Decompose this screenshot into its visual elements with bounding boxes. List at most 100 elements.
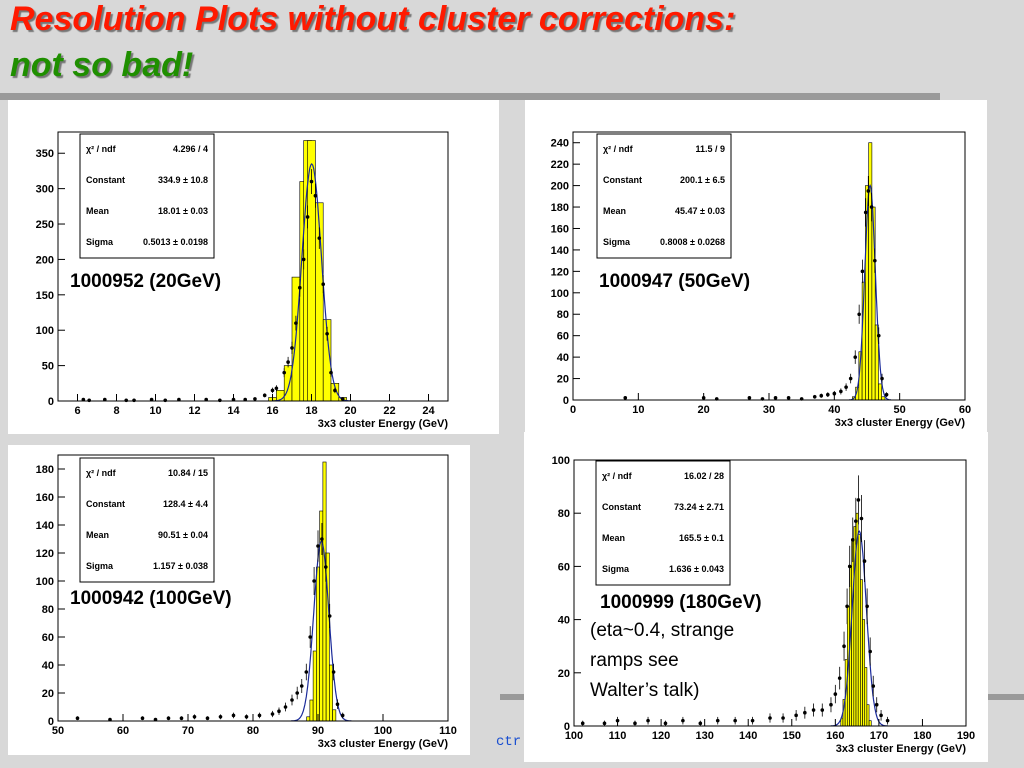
fit-stat-value: 165.5 ± 0.1 bbox=[679, 533, 724, 543]
data-point bbox=[312, 579, 316, 583]
data-point bbox=[301, 257, 306, 262]
data-point bbox=[231, 713, 236, 718]
data-point bbox=[124, 398, 129, 403]
fit-stat-value: 0.5013 ± 0.0198 bbox=[143, 237, 208, 247]
fit-stat-value: 45.47 ± 0.03 bbox=[675, 206, 725, 216]
y-tick-label: 0 bbox=[48, 716, 54, 728]
y-tick-label: 0 bbox=[564, 721, 570, 733]
y-tick-label: 240 bbox=[551, 138, 569, 150]
fit-stats-box bbox=[79, 133, 215, 259]
y-tick-label: 220 bbox=[551, 159, 569, 171]
fit-stat-value: 90.51 ± 0.04 bbox=[158, 530, 208, 540]
data-point bbox=[873, 258, 877, 263]
plot-frame bbox=[573, 459, 967, 727]
x-tick-label: 130 bbox=[695, 730, 713, 742]
data-point bbox=[299, 684, 304, 688]
data-point bbox=[880, 376, 884, 381]
histogram-100gev: 0 20 40 60 80 100 120 140 160 180 50 60 70 80 90 100 110… bbox=[36, 454, 457, 750]
data-point bbox=[320, 537, 324, 541]
x-axis-label: 3x3 cluster Energy (GeV) bbox=[836, 743, 967, 755]
x-tick-label: 40 bbox=[828, 404, 840, 416]
y-tick-label: 60 bbox=[558, 561, 570, 573]
y-tick-label: 200 bbox=[36, 254, 54, 266]
data-point bbox=[257, 713, 262, 718]
x-tick-label: 12 bbox=[188, 405, 200, 417]
x-tick-label: 100 bbox=[565, 730, 583, 742]
data-point bbox=[803, 710, 807, 715]
y-tick-label: 100 bbox=[551, 288, 569, 300]
x-tick-label: 190 bbox=[957, 730, 975, 742]
y-tick-label: 60 bbox=[42, 632, 54, 644]
y-tick-label: 0 bbox=[563, 395, 569, 407]
fit-stat-value: 11.5 / 9 bbox=[695, 144, 725, 154]
y-tick-label: 80 bbox=[42, 604, 54, 616]
x-tick-label: 14 bbox=[227, 405, 240, 417]
histogram-bin bbox=[857, 534, 861, 727]
histogram-bin bbox=[851, 539, 855, 727]
data-point bbox=[869, 205, 874, 209]
data-point bbox=[75, 716, 80, 720]
y-tick-label: 120 bbox=[36, 548, 54, 560]
data-point bbox=[290, 698, 294, 702]
data-point bbox=[850, 538, 855, 542]
data-point bbox=[262, 393, 267, 398]
histogram-bin bbox=[866, 704, 870, 727]
y-tick-label: 160 bbox=[551, 223, 569, 235]
fit-stat-name: Mean bbox=[86, 206, 109, 216]
fit-stat-name: Constant bbox=[603, 175, 642, 185]
x-tick-label: 24 bbox=[422, 405, 435, 417]
data-point bbox=[243, 397, 247, 402]
plot-panel-50gev: 0 20 40 60 80 100 120 140 160 180 200 220 240 0 10 20 30… bbox=[525, 100, 987, 432]
data-point bbox=[663, 721, 668, 726]
fit-stat-value: 0.8008 ± 0.0268 bbox=[660, 237, 725, 247]
histogram-bin bbox=[878, 383, 882, 401]
fit-stat-value: 1.636 ± 0.043 bbox=[669, 564, 724, 574]
x-tick-label: 30 bbox=[763, 404, 775, 416]
fit-stat-name: Sigma bbox=[86, 237, 114, 247]
data-point bbox=[340, 713, 345, 718]
data-point bbox=[205, 716, 210, 720]
data-point bbox=[333, 388, 337, 393]
x-tick-label: 120 bbox=[652, 730, 670, 742]
fit-stat-name: Mean bbox=[86, 530, 109, 540]
x-tick-label: 20 bbox=[698, 404, 710, 416]
fit-stat-name: χ² / ndf bbox=[602, 471, 633, 481]
fit-stat-name: χ² / ndf bbox=[86, 144, 117, 154]
y-tick-label: 160 bbox=[36, 492, 54, 504]
x-tick-label: 60 bbox=[117, 725, 129, 737]
fit-stat-value: 4.296 / 4 bbox=[173, 144, 208, 154]
data-point bbox=[317, 236, 322, 240]
data-point bbox=[786, 396, 791, 400]
run-label-50gev: 1000947 (50GeV) bbox=[599, 271, 751, 292]
data-point bbox=[681, 718, 685, 723]
data-point bbox=[837, 676, 842, 680]
x-tick-label: 50 bbox=[894, 404, 906, 416]
x-axis-label: 3x3 cluster Energy (GeV) bbox=[835, 417, 966, 429]
gaussian-fit-curve bbox=[849, 184, 891, 401]
data-point bbox=[860, 269, 865, 274]
x-tick-label: 80 bbox=[247, 725, 259, 737]
histogram-bin bbox=[306, 716, 311, 722]
data-point bbox=[885, 718, 890, 723]
data-point bbox=[829, 702, 833, 707]
y-tick-label: 40 bbox=[558, 615, 570, 627]
x-tick-label: 22 bbox=[383, 405, 395, 417]
data-point bbox=[149, 397, 154, 402]
y-tick-label: 80 bbox=[557, 309, 569, 321]
x-tick-label: 170 bbox=[870, 730, 888, 742]
x-tick-label: 180 bbox=[913, 730, 931, 742]
data-point bbox=[282, 370, 287, 375]
data-point bbox=[253, 397, 257, 401]
histogram-bin bbox=[312, 650, 317, 722]
run-label-20gev: 1000952 (20GeV) bbox=[70, 271, 222, 292]
data-point bbox=[580, 721, 585, 726]
x-tick-label: 110 bbox=[439, 725, 457, 737]
fit-stat-name: χ² / ndf bbox=[603, 144, 634, 154]
data-point bbox=[327, 614, 332, 618]
data-point bbox=[294, 321, 298, 325]
data-point bbox=[166, 716, 171, 720]
data-point bbox=[857, 312, 861, 317]
histogram-bin bbox=[332, 709, 337, 722]
data-point bbox=[313, 193, 318, 198]
data-point bbox=[750, 718, 755, 723]
